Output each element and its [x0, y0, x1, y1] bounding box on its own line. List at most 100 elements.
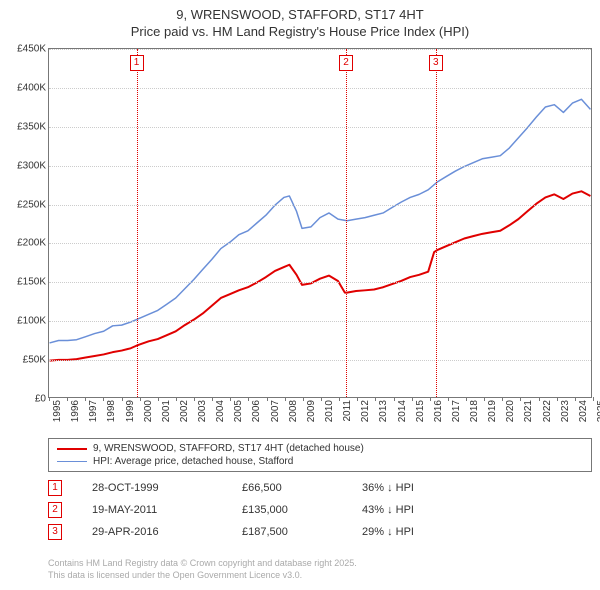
x-axis-label: 2020	[505, 400, 516, 422]
x-tick	[212, 397, 213, 401]
x-axis-label: 1995	[52, 400, 63, 422]
event-marker: 1	[48, 480, 62, 496]
footer: Contains HM Land Registry data © Crown c…	[48, 558, 357, 581]
event-diff: 36% ↓ HPI	[362, 482, 452, 494]
y-gridline	[49, 243, 591, 244]
y-axis-label: £100K	[17, 316, 46, 327]
x-tick	[103, 397, 104, 401]
event-marker-box: 3	[429, 55, 443, 71]
legend-item-hpi: HPI: Average price, detached house, Staf…	[57, 456, 583, 467]
y-gridline	[49, 321, 591, 322]
x-tick	[394, 397, 395, 401]
y-gridline	[49, 360, 591, 361]
y-axis-label: £350K	[17, 121, 46, 132]
y-gridline	[49, 205, 591, 206]
event-marker: 3	[48, 524, 62, 540]
y-axis-label: £450K	[17, 44, 46, 55]
series-hpi	[50, 99, 591, 343]
x-axis-label: 1998	[106, 400, 117, 422]
legend-item-property: 9, WRENSWOOD, STAFFORD, ST17 4HT (detach…	[57, 443, 583, 454]
y-gridline	[49, 49, 591, 50]
x-tick	[321, 397, 322, 401]
x-tick	[430, 397, 431, 401]
plot-area: £0£50K£100K£150K£200K£250K£300K£350K£400…	[48, 48, 592, 398]
x-axis-label: 2021	[523, 400, 534, 422]
x-axis-label: 1999	[125, 400, 136, 422]
x-axis-label: 2014	[397, 400, 408, 422]
x-tick	[502, 397, 503, 401]
x-tick	[466, 397, 467, 401]
x-tick	[375, 397, 376, 401]
x-axis-label: 2005	[233, 400, 244, 422]
x-axis-label: 2004	[215, 400, 226, 422]
event-marker-line	[137, 49, 138, 397]
x-tick	[285, 397, 286, 401]
chart-subtitle: Price paid vs. HM Land Registry's House …	[0, 24, 600, 39]
chart-container: 9, WRENSWOOD, STAFFORD, ST17 4HT Price p…	[0, 0, 600, 590]
x-axis-label: 2018	[469, 400, 480, 422]
event-marker-box: 2	[339, 55, 353, 71]
x-axis-label: 2003	[197, 400, 208, 422]
event-date: 28-OCT-1999	[92, 482, 212, 494]
event-diff: 29% ↓ HPI	[362, 526, 452, 538]
y-gridline	[49, 88, 591, 89]
x-axis-label: 2012	[360, 400, 371, 422]
y-axis-label: £250K	[17, 199, 46, 210]
x-axis-label: 2022	[542, 400, 553, 422]
event-date: 19-MAY-2011	[92, 504, 212, 516]
x-tick	[267, 397, 268, 401]
x-tick	[448, 397, 449, 401]
x-axis-label: 2013	[378, 400, 389, 422]
x-axis-label: 2008	[288, 400, 299, 422]
x-axis-label: 2023	[560, 400, 571, 422]
x-axis-label: 2016	[433, 400, 444, 422]
chart-title: 9, WRENSWOOD, STAFFORD, ST17 4HT	[0, 0, 600, 24]
y-axis-label: £50K	[23, 355, 46, 366]
x-tick	[122, 397, 123, 401]
event-row: 219-MAY-2011£135,00043% ↓ HPI	[48, 502, 452, 518]
event-price: £187,500	[242, 526, 332, 538]
x-axis-label: 2015	[415, 400, 426, 422]
x-tick	[539, 397, 540, 401]
chart-lines	[49, 49, 591, 397]
x-tick	[593, 397, 594, 401]
events-table: 128-OCT-1999£66,50036% ↓ HPI219-MAY-2011…	[48, 480, 452, 546]
legend-swatch	[57, 461, 87, 462]
x-axis-label: 2024	[578, 400, 589, 422]
x-tick	[49, 397, 50, 401]
series-property	[50, 191, 591, 360]
x-tick	[484, 397, 485, 401]
x-tick	[575, 397, 576, 401]
y-gridline	[49, 166, 591, 167]
legend: 9, WRENSWOOD, STAFFORD, ST17 4HT (detach…	[48, 438, 592, 472]
y-gridline	[49, 282, 591, 283]
x-axis-label: 2011	[342, 400, 353, 422]
x-axis-label: 2017	[451, 400, 462, 422]
x-tick	[357, 397, 358, 401]
event-row: 1 28-OCT-1999 £66,500 36% ↓ HPI	[48, 480, 452, 496]
x-axis-label: 2006	[251, 400, 262, 422]
footer-line: This data is licensed under the Open Gov…	[48, 570, 357, 582]
x-tick	[520, 397, 521, 401]
event-diff: 43% ↓ HPI	[362, 504, 452, 516]
x-axis-label: 2000	[143, 400, 154, 422]
event-marker-box: 1	[130, 55, 144, 71]
y-gridline	[49, 127, 591, 128]
x-axis-label: 2002	[179, 400, 190, 422]
x-axis-label: 1996	[70, 400, 81, 422]
x-axis-label: 2009	[306, 400, 317, 422]
legend-label: HPI: Average price, detached house, Staf…	[93, 456, 293, 467]
x-axis-label: 2001	[161, 400, 172, 422]
event-price: £66,500	[242, 482, 332, 494]
event-price: £135,000	[242, 504, 332, 516]
x-tick	[230, 397, 231, 401]
x-axis-label: 2019	[487, 400, 498, 422]
y-axis-label: £400K	[17, 82, 46, 93]
x-tick	[140, 397, 141, 401]
legend-label: 9, WRENSWOOD, STAFFORD, ST17 4HT (detach…	[93, 443, 364, 454]
y-axis-label: £300K	[17, 160, 46, 171]
y-axis-label: £200K	[17, 238, 46, 249]
footer-line: Contains HM Land Registry data © Crown c…	[48, 558, 357, 570]
event-marker-line	[436, 49, 437, 397]
x-tick	[339, 397, 340, 401]
